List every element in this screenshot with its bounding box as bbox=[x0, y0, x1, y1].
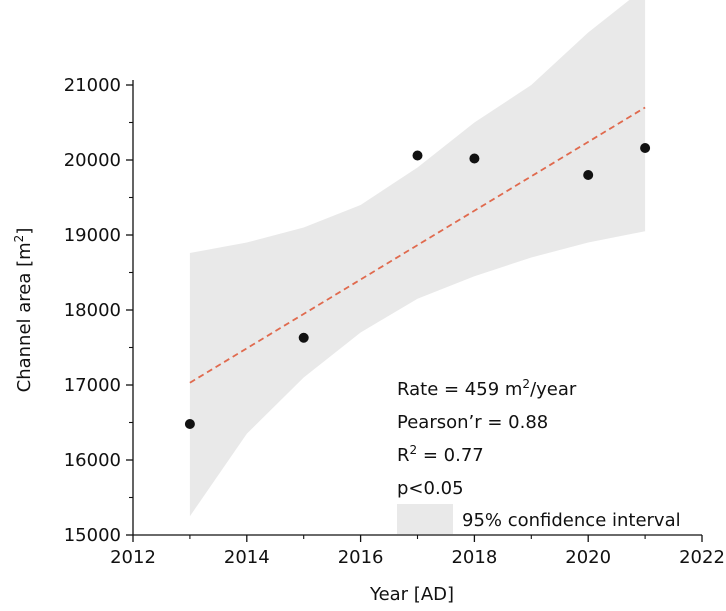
y-tick-label: 15000 bbox=[64, 525, 121, 546]
x-tick-label: 2014 bbox=[224, 547, 270, 568]
x-tick-label: 2016 bbox=[338, 547, 384, 568]
x-tick-label: 2012 bbox=[110, 547, 156, 568]
y-axis-title: Channel area [m2] bbox=[12, 228, 35, 393]
y-tick-label: 16000 bbox=[64, 450, 121, 471]
data-point bbox=[583, 170, 594, 180]
y-tick-label: 21000 bbox=[64, 75, 121, 96]
y-tick-label: 19000 bbox=[64, 225, 121, 246]
legend-swatch bbox=[397, 504, 453, 534]
x-tick-label: 2022 bbox=[679, 547, 725, 568]
pearson-annotation: Pearson’r = 0.88 bbox=[397, 412, 548, 433]
y-tick-label: 17000 bbox=[64, 375, 121, 396]
x-tick-label: 2020 bbox=[565, 547, 611, 568]
x-axis-title: Year [AD] bbox=[369, 584, 454, 605]
data-point bbox=[298, 332, 309, 343]
legend-label: 95% confidence interval bbox=[462, 510, 681, 531]
data-point bbox=[469, 153, 480, 164]
x-tick-label: 2018 bbox=[451, 547, 497, 568]
y-tick-label: 20000 bbox=[64, 150, 121, 171]
data-point bbox=[412, 150, 423, 161]
pvalue-annotation: p<0.05 bbox=[397, 478, 464, 499]
data-point bbox=[640, 143, 651, 153]
data-point bbox=[184, 419, 195, 429]
y-tick-label: 18000 bbox=[64, 300, 121, 321]
r2-annotation: R2 = 0.77 bbox=[397, 443, 484, 466]
confidence-band bbox=[189, 0, 646, 517]
legend: 95% confidence interval bbox=[397, 504, 681, 534]
fit-line bbox=[189, 106, 646, 384]
stats-annotation: Rate = 459 m2/year Pearson’r = 0.88 R2 =… bbox=[397, 377, 577, 499]
rate-annotation: Rate = 459 m2/year bbox=[397, 377, 577, 400]
